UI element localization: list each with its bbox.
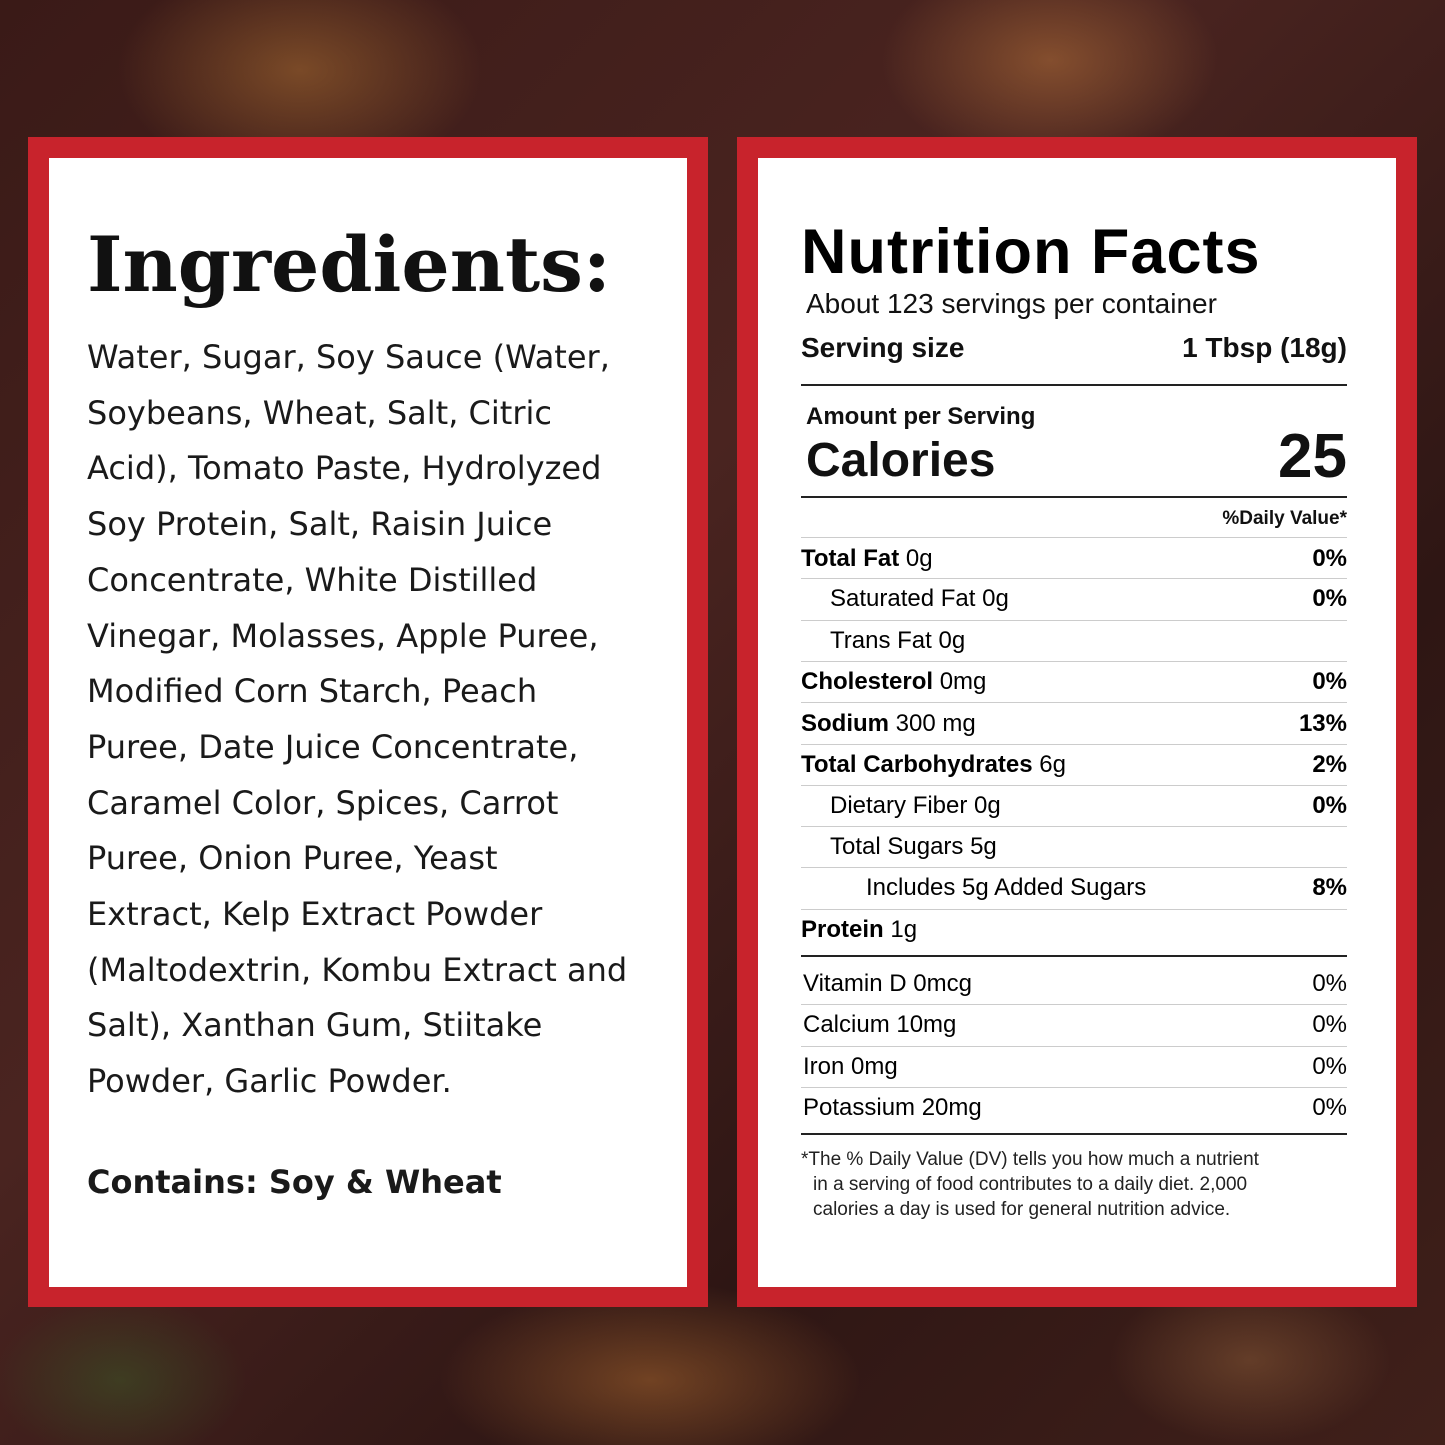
nutrient-label: Total Sugars 5g [830, 833, 997, 861]
daily-value-header: %Daily Value* [1222, 508, 1347, 529]
ingredients-line: (Maltodextrin, Kombu Extract and [87, 950, 628, 989]
vitamin-name: Iron 0mg [803, 1052, 898, 1080]
vitamin-row: Vitamin D 0mcg 0% [801, 963, 1347, 1004]
vitamin-dv: 0% [1312, 1052, 1347, 1080]
rule [801, 955, 1347, 957]
nutrient-dv: 0% [1312, 668, 1347, 696]
nutrient-row: Cholesterol 0mg 0% [801, 660, 1347, 703]
ingredients-title: Ingredients: [87, 220, 611, 309]
nutrient-amount: 1g [890, 916, 918, 944]
vitamin-row: Potassium 20mg 0% [801, 1086, 1347, 1128]
rule [801, 496, 1347, 498]
ingredients-line: Modified Corn Starch, Peach [87, 672, 538, 711]
calories-row: Calories 25 [801, 426, 1347, 488]
nutrition-frame: Nutrition Facts About 123 servings per c… [737, 137, 1417, 1307]
serving-size-value: 1 Tbsp (18g) [1182, 332, 1347, 363]
footnote-line: *The % Daily Value (DV) tells you how mu… [801, 1149, 1259, 1170]
ingredients-panel: Ingredients: Water, Sugar, Soy Sauce (Wa… [49, 158, 687, 1287]
ingredients-line: Salt), Xanthan Gum, Stiitake [87, 1006, 543, 1045]
vitamin-dv: 0% [1312, 969, 1347, 997]
nutrition-panel: Nutrition Facts About 123 servings per c… [758, 158, 1396, 1287]
serving-size-row: Serving size 1 Tbsp (18g) [801, 332, 1347, 364]
vitamin-row: Calcium 10mg 0% [801, 1004, 1347, 1045]
vitamin-row: Iron 0mg 0% [801, 1045, 1347, 1087]
ingredients-line: Puree, Onion Puree, Yeast [87, 839, 498, 878]
footnote-line: in a serving of food contributes to a da… [813, 1174, 1248, 1195]
servings: About 123 servings per container [806, 288, 1217, 319]
nutrient-row: Includes 5g Added Sugars 8% [801, 867, 1347, 908]
nutrient-name: Trans Fat [830, 626, 932, 654]
nutrient-name: Saturated Fat [830, 585, 976, 613]
nutrient-name: Includes 5g Added Sugars [866, 874, 1147, 902]
ingredients-line: Acid), Tomato Paste, Hydrolyzed [87, 449, 602, 488]
calories-label: Calories [806, 434, 996, 487]
nutrient-row: Total Sugars 5g [801, 826, 1347, 867]
nutrient-name: Dietary Fiber [830, 791, 968, 819]
allergen-statement: Contains: Soy & Wheat [87, 1163, 502, 1201]
nutrient-name: Sodium [801, 709, 889, 737]
nutrient-amount: 0g [938, 626, 966, 654]
ingredients-line: Water, Sugar, Soy Sauce (Water, [87, 338, 610, 376]
nutrient-row: Sodium 300 mg 13% [801, 702, 1347, 744]
nutrient-amount: 0g [974, 791, 1001, 819]
nutrient-dv: 2% [1312, 751, 1347, 778]
vitamin-dv: 0% [1312, 1093, 1347, 1121]
nutrient-name: Total Sugars [830, 833, 964, 861]
nutrient-label: Saturated Fat 0g [830, 585, 1009, 613]
nutrient-label: Total Fat 0g [801, 545, 933, 573]
footnote-line: calories a day is used for general nutri… [813, 1199, 1231, 1220]
nutrient-row: Dietary Fiber 0g 0% [801, 784, 1347, 826]
ingredients-line: Soybeans, Wheat, Salt, Citric [87, 393, 552, 432]
nutrient-dv: 0% [1312, 585, 1347, 613]
nutrient-label: Cholesterol 0mg [801, 668, 986, 696]
nutrient-row: Trans Fat 0g [801, 619, 1347, 661]
nutrient-row: Protein 1g [801, 908, 1347, 951]
nutrient-label: Dietary Fiber 0g [830, 792, 1001, 820]
ingredients-line: Vinegar, Molasses, Apple Puree, [87, 616, 599, 655]
footnote: *The % Daily Value (DV) tells you how mu… [801, 1147, 1259, 1222]
rule [801, 384, 1347, 386]
nutrient-label: Sodium 300 mg [801, 710, 976, 738]
nutrient-row: Total Fat 0g 0% [801, 537, 1347, 579]
vitamin-dv: 0% [1312, 1011, 1347, 1039]
ingredients-text: Water, Sugar, Soy Sauce (Water, Soybeans,… [87, 330, 627, 1110]
ingredients-line: Puree, Date Juice Concentrate, [87, 727, 579, 766]
nutrient-amount: 6g [1039, 751, 1066, 778]
nutrient-label: Includes 5g Added Sugars [866, 874, 1146, 902]
nutrient-amount: 5g [970, 833, 997, 861]
ingredients-line: Extract, Kelp Extract Powder [87, 895, 543, 934]
nutrient-dv: 0% [1312, 791, 1347, 819]
nutrient-dv: 13% [1298, 709, 1347, 737]
nutrient-name: Total Carbohydrates [801, 751, 1033, 778]
vitamin-name: Calcium 10mg [803, 1011, 957, 1039]
nutrient-row: Saturated Fat 0g 0% [801, 578, 1347, 619]
amount-per-serving: Amount per Serving [806, 403, 1036, 430]
nutrient-dv: 0% [1312, 544, 1347, 572]
rule [801, 1133, 1347, 1135]
nutrition-title: Nutrition Facts [801, 217, 1261, 287]
vitamin-name: Potassium 20mg [803, 1093, 982, 1121]
nutrient-row: Total Carbohydrates 6g 2% [801, 743, 1347, 786]
nutrient-label: Trans Fat 0g [830, 627, 965, 655]
ingredients-line: Soy Protein, Salt, Raisin Juice [87, 505, 553, 544]
nutrient-name: Cholesterol [801, 668, 934, 696]
nutrient-amount: 0g [982, 585, 1009, 613]
ingredients-line: Powder, Garlic Powder. [87, 1062, 452, 1101]
nutrient-dv: 8% [1312, 874, 1347, 902]
ingredients-line: Concentrate, White Distilled [87, 560, 538, 599]
ingredients-frame: Ingredients: Water, Sugar, Soy Sauce (Wa… [28, 137, 708, 1307]
nutrient-name: Protein [801, 916, 884, 944]
vitamin-name: Vitamin D 0mcg [803, 969, 972, 997]
ingredients-line: Caramel Color, Spices, Carrot [87, 783, 559, 822]
nutrient-amount: 0g [905, 544, 933, 572]
nutrient-amount: 0mg [939, 668, 987, 696]
nutrient-amount: 300 mg [895, 709, 976, 737]
serving-size-label: Serving size [801, 332, 965, 363]
nutrient-name: Total Fat [801, 544, 900, 572]
nutrient-label: Protein 1g [801, 916, 917, 944]
calories-value: 25 [1278, 422, 1347, 491]
nutrient-label: Total Carbohydrates 6g [801, 751, 1066, 779]
